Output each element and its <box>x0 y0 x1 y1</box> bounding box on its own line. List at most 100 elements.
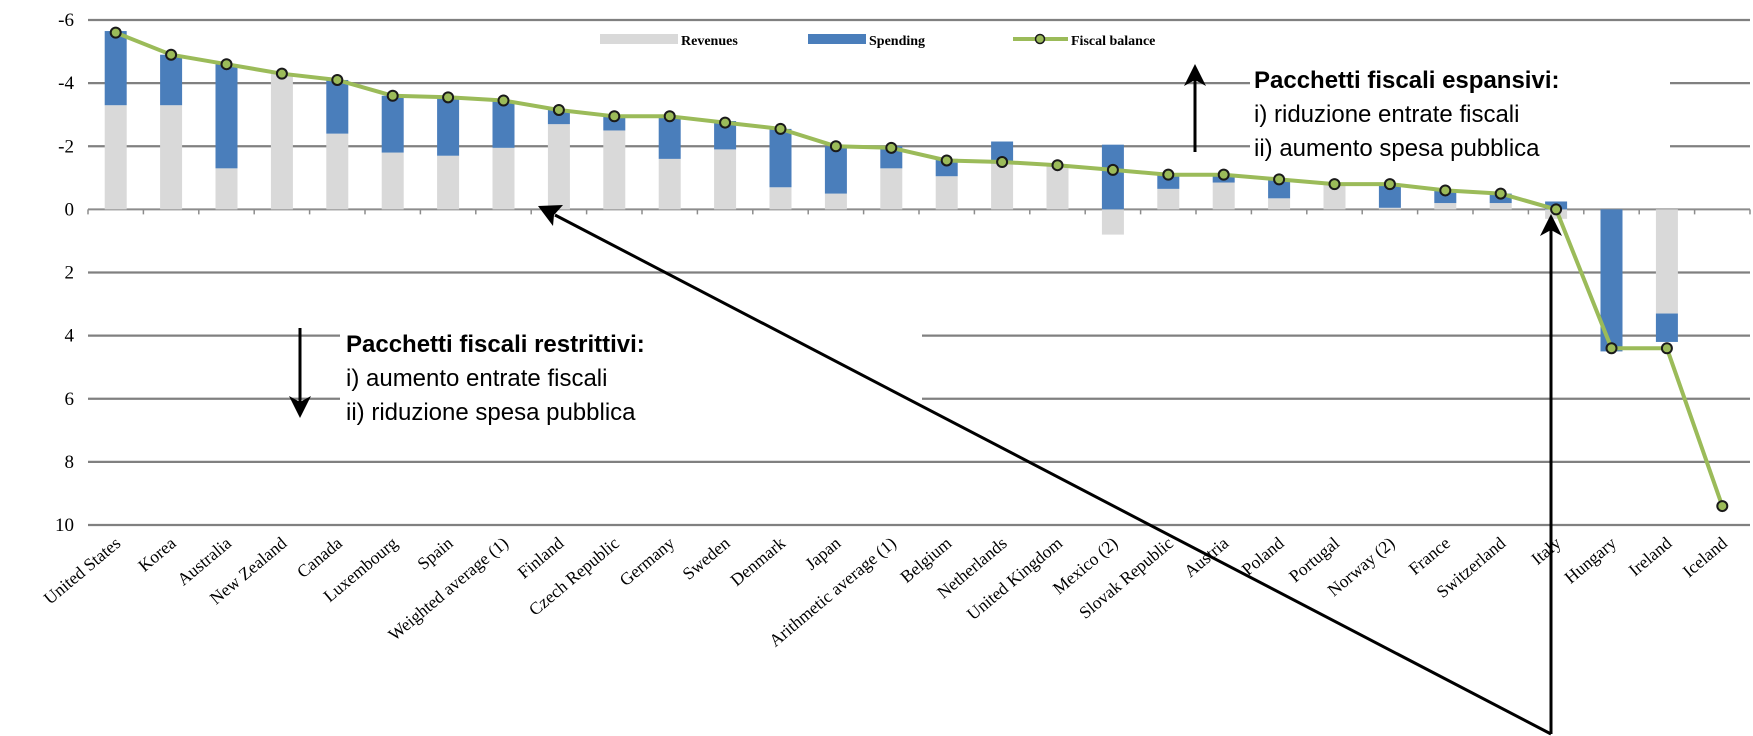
bar-spending <box>215 64 238 169</box>
bar-revenues <box>1101 209 1124 235</box>
bar-spending <box>1600 209 1623 352</box>
arrow-down-head <box>289 396 311 418</box>
x-tick-label: Ireland <box>1625 533 1676 580</box>
fiscal-balance-point <box>1494 187 1507 200</box>
fiscal-balance-point <box>1383 178 1396 191</box>
pointer-line-finland <box>554 213 1552 736</box>
annotation-expansive-title: Pacchetti fiscali espansivi: <box>1254 67 1559 94</box>
x-tick-label: Hungary <box>1560 533 1620 588</box>
fiscal-balance-point <box>996 156 1009 169</box>
bar-revenues <box>1489 203 1512 210</box>
fiscal-balance-point <box>1605 342 1618 355</box>
bar-spending <box>658 116 681 159</box>
fiscal-balance-line-layer <box>109 26 1729 513</box>
bar-revenues <box>215 168 238 210</box>
y-tick-label: -6 <box>58 10 74 31</box>
bar-revenues <box>603 130 626 210</box>
bar-revenues <box>104 105 127 210</box>
fiscal-balance-point <box>829 140 842 153</box>
pointer-head-finland <box>538 205 563 226</box>
fiscal-balance-point <box>1328 178 1341 191</box>
bar-spending <box>160 54 183 106</box>
legend-label-spending: Spending <box>869 34 925 49</box>
fiscal-balance-point <box>331 73 344 86</box>
bar-revenues <box>160 105 183 210</box>
bar-spending <box>547 109 570 125</box>
legend-label-revenues: Revenues <box>681 34 738 49</box>
bar-revenues <box>1212 182 1235 210</box>
bar-spending <box>1378 184 1401 208</box>
x-tick-label: Japan <box>801 533 845 574</box>
bars-layer <box>104 31 1678 352</box>
fiscal-balance-point <box>608 110 621 123</box>
pointer-head-italy <box>1540 214 1562 236</box>
fiscal-balance-point <box>1550 203 1563 216</box>
arrow-up-head <box>1184 64 1206 86</box>
bar-revenues <box>326 133 349 210</box>
annotation-expansive-line1: i) riduzione entrate fiscali <box>1254 101 1519 128</box>
bar-spending <box>935 158 958 177</box>
fiscal-balance-point <box>1162 168 1175 181</box>
fiscal-balance-point <box>719 116 732 129</box>
y-tick-label: -4 <box>58 73 74 94</box>
fiscal-balance-point <box>165 48 178 61</box>
bar-spending <box>1434 190 1457 204</box>
annotation-expansive: Pacchetti fiscali espansivi: i) riduzion… <box>1184 58 1670 170</box>
legend-swatch-revenues <box>600 34 678 44</box>
bar-spending <box>437 97 460 156</box>
x-tick-label: Austria <box>1180 533 1232 582</box>
y-tick-label: 4 <box>65 326 75 347</box>
bar-revenues <box>991 163 1014 210</box>
x-tick-label: Germany <box>616 533 679 590</box>
y-tick-label: 8 <box>65 452 75 473</box>
fiscal-balance-point <box>220 58 233 71</box>
bar-revenues <box>880 168 903 210</box>
fiscal-balance-point <box>497 94 510 107</box>
bar-revenues <box>658 158 681 210</box>
bar-revenues <box>492 147 515 210</box>
fiscal-balance-point <box>663 110 676 123</box>
annotation-expansive-line2: ii) aumento spesa pubblica <box>1254 135 1540 162</box>
bar-revenues <box>824 193 847 210</box>
bar-spending <box>880 146 903 169</box>
bar-spending <box>326 79 349 134</box>
fiscal-balance-point <box>885 141 898 154</box>
bar-spending <box>824 146 847 194</box>
bar-spending <box>1101 144 1124 210</box>
y-tick-label: 2 <box>65 263 75 284</box>
bar-revenues <box>1323 184 1346 210</box>
bar-spending <box>1655 313 1678 342</box>
fiscal-balance-point <box>774 122 787 135</box>
bar-revenues <box>270 73 293 210</box>
bar-revenues <box>381 152 404 210</box>
y-tick-label: 10 <box>55 515 74 536</box>
x-tick-label: Denmark <box>726 533 789 590</box>
legend-label-fiscal-balance: Fiscal balance <box>1071 34 1155 49</box>
bar-revenues <box>1046 165 1069 210</box>
annotation-expansive-bg <box>1250 58 1670 170</box>
fiscal-balance-point <box>386 89 399 102</box>
fiscal-balance-point <box>109 26 122 39</box>
bar-revenues <box>769 187 792 210</box>
annotation-restrictive-line2: ii) riduzione spesa pubblica <box>346 399 636 426</box>
annotation-restrictive-line1: i) aumento entrate fiscali <box>346 365 607 392</box>
x-tick-label: United Kingdom <box>963 532 1067 623</box>
fiscal-balance-point <box>442 91 455 104</box>
bar-revenues <box>714 149 737 210</box>
legend-swatch-spending <box>808 34 866 44</box>
x-tick-label: Iceland <box>1679 533 1731 582</box>
annotation-restrictive-bg <box>340 320 922 438</box>
x-tick-label: Poland <box>1238 533 1288 580</box>
fiscal-balance-point <box>275 67 288 80</box>
x-tick-label: Italy <box>1527 533 1565 569</box>
x-tick-label: Sweden <box>678 533 733 584</box>
bar-spending <box>1157 174 1180 189</box>
bar-spending <box>603 116 626 131</box>
y-tick-label: -2 <box>58 136 74 157</box>
bar-revenues <box>1268 198 1291 210</box>
legend: Revenues Spending Fiscal balance <box>600 33 1155 49</box>
fiscal-balance-point <box>552 103 565 116</box>
x-tick-label: France <box>1405 533 1455 579</box>
x-tick-label: Slovak Republic <box>1075 533 1177 623</box>
